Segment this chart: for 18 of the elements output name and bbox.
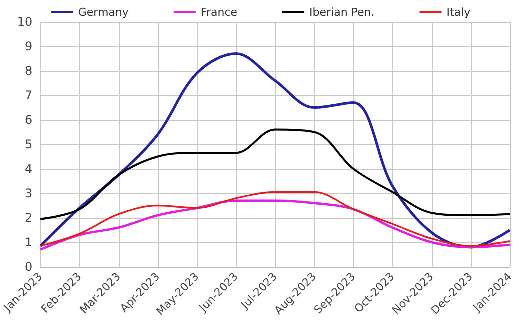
y-tick-label: 9 [24,40,33,54]
y-tick-label: 5 [24,138,33,152]
legend-label: Iberian Pen. [310,6,375,19]
y-tick-label: 0 [24,260,33,274]
y-tick-label: 3 [24,186,33,200]
line-series [40,128,511,220]
line-series [39,200,512,251]
legend-label: Germany [78,6,130,19]
y-tick-label: 10 [17,15,33,29]
legend-label: Italy [446,6,472,19]
legend-label: France [200,6,238,19]
y-tick-label: 4 [24,162,33,176]
line-series [40,191,511,248]
y-tick-label: 1 [24,236,33,250]
y-tick-label: 6 [24,113,33,127]
y-tick-label: 8 [24,64,33,78]
y-tick-label: 2 [24,211,33,225]
y-tick-label: 7 [24,88,33,102]
